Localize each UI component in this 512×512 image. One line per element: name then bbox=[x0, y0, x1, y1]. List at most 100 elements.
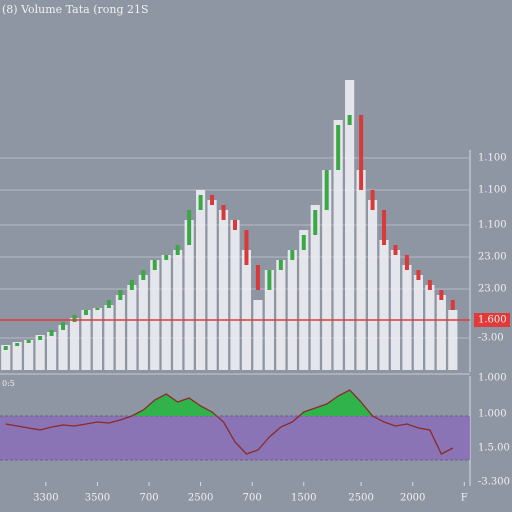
candle-body bbox=[404, 255, 409, 270]
candle-body bbox=[210, 195, 215, 205]
volume-bar bbox=[58, 325, 68, 370]
candle-body bbox=[233, 220, 237, 230]
candle-body bbox=[244, 230, 249, 265]
volume-bar bbox=[81, 310, 91, 370]
volume-bar bbox=[69, 318, 80, 370]
volume-bar bbox=[253, 300, 263, 370]
volume-bar bbox=[356, 170, 366, 370]
candle-body bbox=[106, 300, 111, 308]
volume-bar bbox=[413, 275, 423, 370]
reference-label: 1.600 bbox=[478, 315, 507, 326]
volume-bar bbox=[47, 332, 57, 370]
x-tick-label: 2500 bbox=[348, 493, 373, 504]
candle-body bbox=[129, 280, 134, 290]
candle-body bbox=[267, 270, 272, 290]
reference-label-box bbox=[474, 313, 510, 327]
y-tick-label: -3.300 bbox=[478, 477, 510, 488]
candle-body bbox=[141, 270, 146, 280]
candle-body bbox=[72, 315, 77, 322]
candle-body bbox=[152, 260, 157, 270]
candle-body bbox=[416, 270, 421, 280]
y-tick-label: 1.100 bbox=[478, 153, 507, 164]
candle-body bbox=[313, 210, 318, 235]
candle-body bbox=[427, 280, 432, 290]
volume-bar bbox=[1, 345, 11, 370]
chart-title: (8) Volume Tata (rong 21S bbox=[2, 3, 149, 16]
volume-bar bbox=[448, 310, 458, 370]
volume-bar bbox=[218, 210, 229, 370]
volume-bar bbox=[35, 335, 45, 370]
area-above-band bbox=[5, 390, 453, 416]
x-tick-label: 3300 bbox=[33, 493, 58, 504]
candle-body bbox=[324, 170, 329, 210]
candle-body bbox=[164, 255, 169, 260]
volume-bar bbox=[230, 220, 240, 370]
volume-bar bbox=[299, 230, 309, 370]
candle-body bbox=[255, 265, 260, 290]
y-tick-label: 23.00 bbox=[478, 284, 507, 295]
volume-bar bbox=[207, 200, 217, 370]
y-tick-label: 1.100 bbox=[478, 185, 507, 196]
candle-body bbox=[15, 343, 20, 346]
candle-body bbox=[347, 115, 352, 125]
y-tick-label: 1.000 bbox=[478, 409, 507, 420]
candle-body bbox=[221, 205, 226, 220]
candle-body bbox=[278, 260, 283, 270]
volume-bar bbox=[138, 275, 148, 370]
candle-body bbox=[83, 310, 88, 315]
y-tick-label: 1.5.00 bbox=[478, 443, 510, 454]
x-tick-label: 700 bbox=[243, 493, 262, 504]
candle-body bbox=[26, 340, 31, 343]
x-tick-label: 3500 bbox=[85, 493, 110, 504]
volume-bar bbox=[173, 250, 183, 370]
band bbox=[0, 416, 470, 460]
volume-bar bbox=[12, 342, 22, 370]
volume-bar bbox=[184, 220, 194, 370]
volume-bar bbox=[276, 260, 286, 370]
candle-body bbox=[301, 235, 306, 250]
volume-bar bbox=[287, 250, 297, 370]
volume-bar bbox=[196, 190, 206, 370]
volume-bar bbox=[92, 308, 103, 370]
y-tick-label: 23.00 bbox=[478, 252, 507, 263]
volume-bar bbox=[322, 170, 332, 370]
candle-body bbox=[49, 330, 54, 336]
volume-bar bbox=[402, 265, 412, 370]
candle-body bbox=[95, 308, 100, 310]
volume-bar bbox=[367, 200, 378, 370]
volume-bar bbox=[436, 295, 446, 370]
volume-bar bbox=[150, 260, 160, 370]
candle-body bbox=[359, 115, 364, 190]
x-tick-label: F bbox=[461, 493, 468, 504]
candle-body bbox=[382, 210, 387, 245]
candle-body bbox=[450, 300, 455, 310]
y-tick-label: -3.00 bbox=[478, 333, 504, 344]
candle-body bbox=[393, 245, 398, 255]
candle-body bbox=[187, 210, 192, 245]
volume-bar bbox=[115, 295, 125, 370]
candle-body bbox=[61, 322, 66, 330]
volume-bar bbox=[104, 305, 114, 370]
volume-bar bbox=[379, 240, 389, 370]
y-tick-label: 1.000 bbox=[478, 373, 507, 384]
x-tick-label: 2000 bbox=[400, 493, 425, 504]
x-tick-label: 1500 bbox=[291, 493, 316, 504]
volume-bar bbox=[345, 80, 355, 370]
y-tick-label: 1.100 bbox=[478, 220, 507, 231]
candle-body bbox=[3, 346, 8, 350]
volume-bar bbox=[425, 285, 435, 370]
candle-body bbox=[370, 190, 375, 210]
x-tick-label: 2500 bbox=[188, 493, 213, 504]
candle-body bbox=[336, 125, 341, 170]
indicator-label: 0:5 bbox=[2, 379, 15, 388]
candle-body bbox=[439, 290, 444, 300]
x-tick-label: 700 bbox=[139, 493, 158, 504]
volume-bar bbox=[390, 250, 401, 370]
candle-body bbox=[118, 290, 123, 300]
volume-bar bbox=[333, 120, 343, 370]
volume-bar bbox=[127, 285, 137, 370]
volume-bar bbox=[241, 250, 252, 370]
volume-bar bbox=[161, 255, 171, 370]
volume-bar bbox=[24, 340, 34, 370]
